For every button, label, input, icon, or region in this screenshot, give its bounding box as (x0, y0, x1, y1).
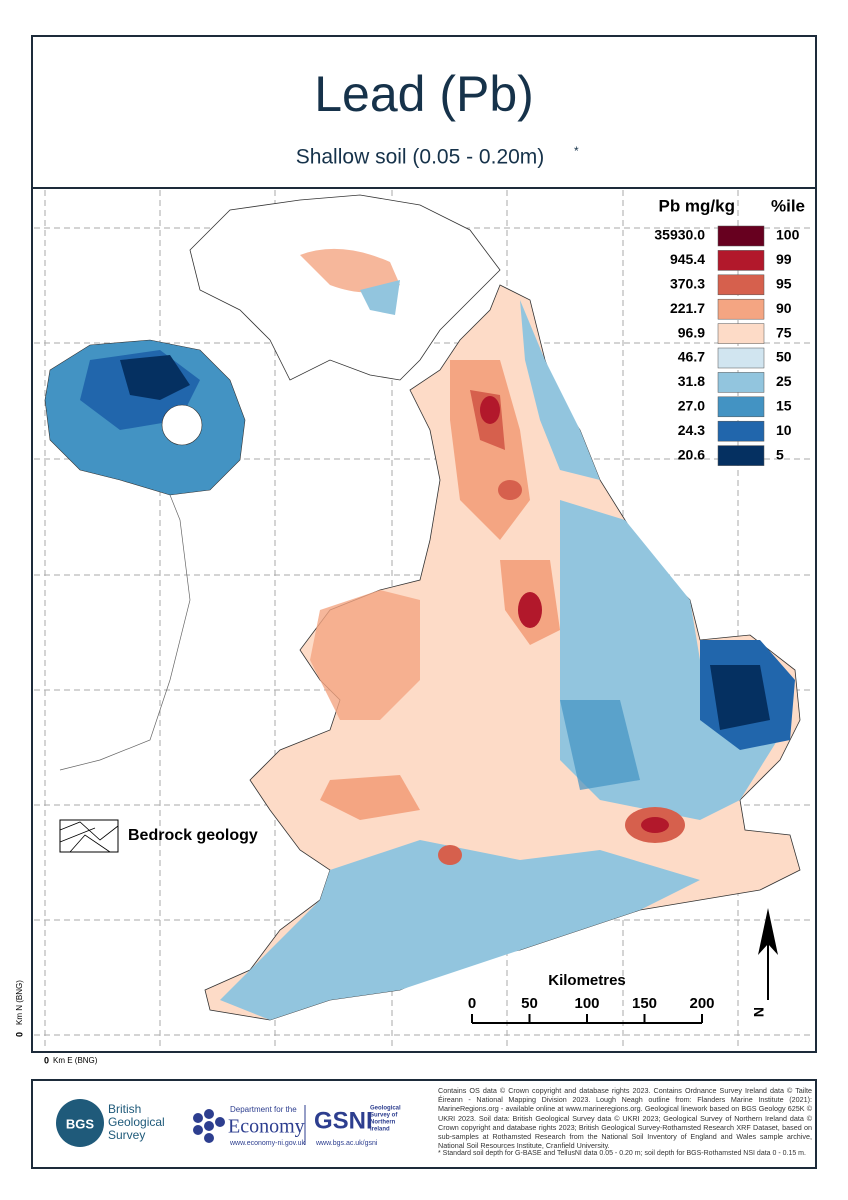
gsni: GSNI (314, 1107, 373, 1134)
y-axis-label: Km N (BNG) (15, 980, 24, 1025)
title: Lead (Pb) (314, 66, 534, 122)
legend-swatch (717, 396, 765, 418)
region-fill (560, 700, 640, 790)
scale-tick-label: 200 (689, 995, 714, 1012)
bgs-badge: BGS (66, 1116, 95, 1131)
geology-swatch-lines (59, 821, 119, 853)
legend-value: 20.6 (678, 446, 705, 462)
geology-swatch (59, 819, 119, 853)
legend-percentile: 75 (776, 324, 792, 340)
subtitle-mark: * (574, 144, 579, 158)
legend-percentile: 100 (776, 227, 800, 243)
scale-title: Kilometres (548, 972, 626, 989)
region-fill (300, 248, 400, 293)
legend-swatch (717, 445, 765, 466)
legend-value: 27.0 (678, 398, 705, 414)
legend-swatch (717, 274, 765, 296)
credits: Contains OS data © Crown copyright and d… (438, 1086, 812, 1151)
footer-frame (31, 1079, 817, 1169)
region-fill (310, 590, 420, 720)
legend-swatch (717, 225, 765, 247)
bgs-name: Geological (108, 1115, 165, 1129)
gsni-name: Northern (370, 1120, 396, 1126)
footnote: * Standard soil depth for G-BASE and Tel… (438, 1150, 806, 1157)
legend-value: 221.7 (670, 300, 705, 316)
legend-value: 370.3 (670, 276, 705, 292)
legend-percentile: 90 (776, 300, 792, 316)
region-fill (710, 665, 770, 730)
north-label: N (751, 1007, 767, 1017)
scale-tick-label: 100 (574, 995, 599, 1012)
scale-tick-label: 50 (521, 995, 538, 1012)
logo-dot (204, 1121, 214, 1131)
legend-percentile: 99 (776, 251, 792, 267)
legend-percentile-header: %ile (771, 196, 805, 215)
dfe-top: Department for the (230, 1105, 297, 1114)
region-fill (220, 840, 700, 1020)
x-axis-label: Km E (BNG) (53, 1056, 98, 1065)
bgs-name: Survey (108, 1128, 145, 1142)
north-arrow (758, 908, 778, 955)
legend-swatch (717, 250, 765, 271)
economy-logo (193, 1109, 225, 1143)
legend-value: 96.9 (678, 324, 705, 340)
dfe-name: Economy (228, 1116, 305, 1138)
region-fill (120, 355, 190, 400)
gsni-name: Ireland (370, 1127, 390, 1133)
scale-tick-label: 150 (632, 995, 657, 1012)
bgs-logo (56, 1099, 104, 1147)
region-fill (520, 300, 600, 480)
logo-dot (215, 1117, 225, 1127)
legend-value: 31.8 (678, 373, 705, 389)
legend-percentile: 95 (776, 276, 792, 292)
logo-dot (193, 1125, 203, 1135)
legend-value: 945.4 (670, 251, 705, 267)
region-fill (320, 775, 420, 820)
region-fill (641, 817, 669, 833)
legend-value: 35930.0 (654, 227, 705, 243)
legend-percentile: 25 (776, 373, 792, 389)
region-fill (498, 480, 522, 500)
region-fill (438, 845, 462, 865)
legend-percentile: 10 (776, 422, 792, 438)
geology-label: Bedrock geology (128, 827, 258, 844)
region-fill (360, 280, 400, 315)
region-fill (480, 396, 500, 424)
legend-percentile: 5 (776, 446, 784, 462)
logo-dot (193, 1113, 203, 1123)
y-origin: 0 (14, 1032, 24, 1037)
gsni-url: www.bgs.ac.uk/gsni (315, 1140, 378, 1147)
legend-percentile: 50 (776, 349, 792, 365)
gsni-name: Geological (370, 1106, 401, 1112)
legend-swatch (717, 323, 765, 344)
legend-value: 46.7 (678, 349, 705, 365)
dfe-url: www.economy-ni.gov.uk (229, 1140, 305, 1147)
legend-percentile: 15 (776, 398, 792, 414)
logo-dot (204, 1109, 214, 1119)
x-origin: 0 (44, 1055, 49, 1065)
scale-tick-label: 0 (468, 995, 476, 1012)
subtitle: Shallow soil (0.05 - 0.20m) (296, 146, 545, 169)
logo-dot (204, 1133, 214, 1143)
legend-swatch (717, 420, 765, 442)
legend-value-header: Pb mg/kg (658, 196, 735, 215)
lough-neagh (161, 404, 203, 446)
legend-swatch (717, 347, 765, 369)
legend-value: 24.3 (678, 422, 705, 438)
gsni-name: Survey of (370, 1113, 398, 1119)
ireland-outline (59, 469, 191, 771)
region-fill (518, 592, 542, 628)
legend-swatch (717, 372, 765, 393)
legend-swatch (717, 298, 765, 320)
bgs-name: British (108, 1102, 141, 1116)
